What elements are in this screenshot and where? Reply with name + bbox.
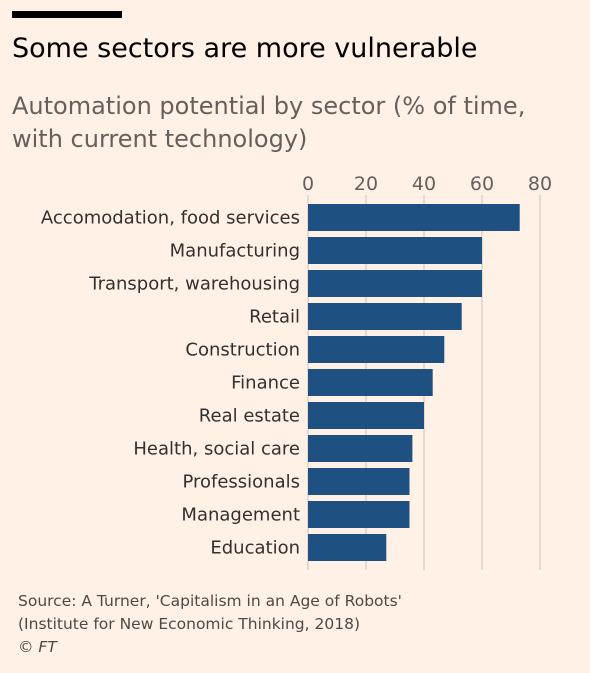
category-label: Construction bbox=[185, 340, 300, 361]
category-label: Transport, warehousing bbox=[88, 274, 300, 295]
x-tick-label: 20 bbox=[354, 173, 378, 195]
category-label: Professionals bbox=[182, 472, 300, 493]
source-line-1: Source: A Turner, 'Capitalism in an Age … bbox=[18, 592, 402, 610]
bar bbox=[308, 204, 520, 231]
chart-title: Some sectors are more vulnerable bbox=[12, 33, 478, 64]
bar bbox=[308, 369, 433, 396]
source-note: Source: A Turner, 'Capitalism in an Age … bbox=[18, 590, 402, 659]
category-label: Finance bbox=[231, 373, 300, 394]
category-label: Retail bbox=[249, 307, 300, 328]
x-tick-label: 40 bbox=[412, 173, 436, 195]
ft-brand-bar bbox=[12, 11, 122, 18]
chart-subtitle: Automation potential by sector (% of tim… bbox=[12, 92, 526, 153]
bar bbox=[308, 402, 424, 429]
category-label: Manufacturing bbox=[170, 241, 300, 262]
bar bbox=[308, 270, 482, 297]
category-label: Management bbox=[181, 505, 300, 526]
bar bbox=[308, 237, 482, 264]
x-tick-label: 60 bbox=[470, 173, 494, 195]
x-tick-label: 80 bbox=[528, 173, 552, 195]
category-label: Education bbox=[210, 538, 300, 559]
bar-chart: 0 20 40 60 80 Accomodation, food services Manu… bbox=[41, 173, 552, 570]
category-label: Health, social care bbox=[133, 439, 300, 460]
source-line-2: (Institute for New Economic Thinking, 20… bbox=[18, 615, 360, 633]
bar bbox=[308, 501, 410, 528]
bar bbox=[308, 534, 387, 561]
bar bbox=[308, 468, 410, 495]
category-label: Accomodation, food services bbox=[41, 208, 300, 229]
copyright: © FT bbox=[18, 638, 57, 656]
x-tick-label: 0 bbox=[302, 173, 314, 195]
category-label: Real estate bbox=[199, 406, 300, 427]
bar bbox=[308, 435, 413, 462]
bar bbox=[308, 303, 462, 330]
bar bbox=[308, 336, 445, 363]
